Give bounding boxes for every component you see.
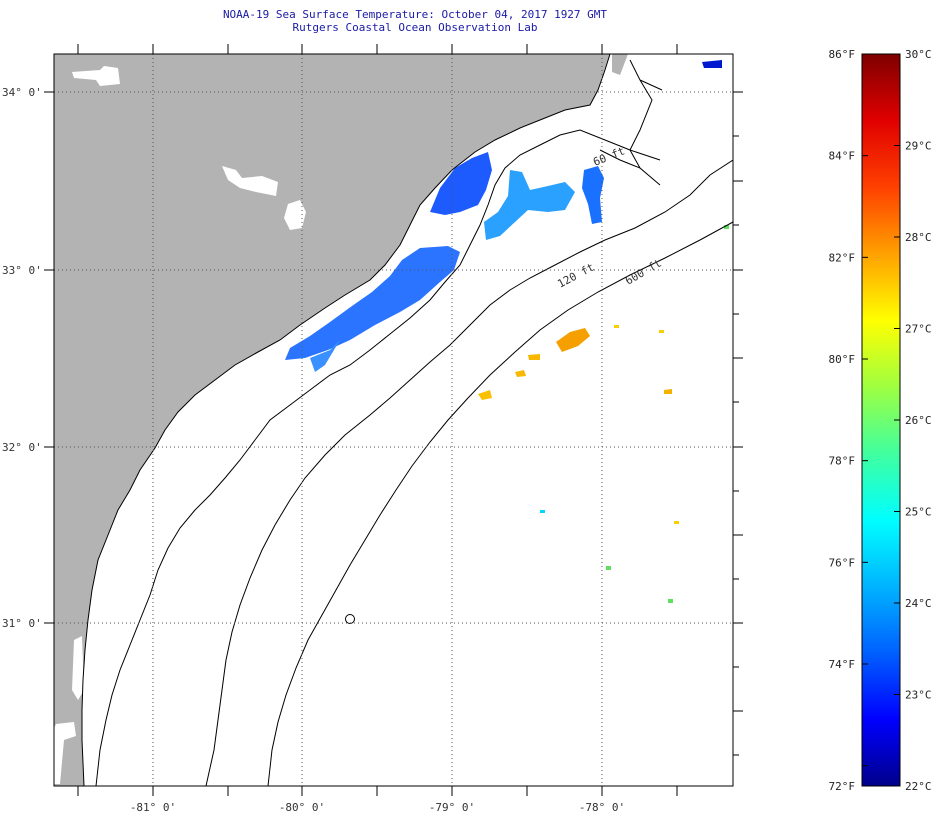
sst-patch-cool <box>310 340 340 372</box>
colorbar-label-c: 25°C <box>905 506 932 519</box>
contour-120ft <box>205 159 733 786</box>
cloud-patch <box>54 722 76 784</box>
coastline-inlet <box>599 59 663 186</box>
colorbar-label-f: 86°F <box>829 48 856 61</box>
cloud-patch <box>72 636 84 700</box>
sst-patch-warm <box>664 389 672 394</box>
lon-label: -81° 0' <box>130 801 176 814</box>
lon-label: -78° 0' <box>579 801 625 814</box>
sst-patch-mid <box>724 225 729 229</box>
colorbar-label-c: 29°C <box>905 140 932 153</box>
sst-patch-warm <box>614 325 619 328</box>
colorbar-label-c: 30°C <box>905 48 932 61</box>
lat-label: 32° 0' <box>2 441 42 454</box>
sst-patch-warm <box>478 390 492 400</box>
sst-patch-mid <box>668 599 673 603</box>
land-patch <box>612 54 628 75</box>
colorbar-label-f: 78°F <box>829 455 856 468</box>
lat-label: 33° 0' <box>2 264 42 277</box>
sst-patch-cool <box>582 166 604 224</box>
colorbar-label-c: 26°C <box>905 414 932 427</box>
colorbar-label-f: 72°F <box>829 780 856 793</box>
lon-label: -79° 0' <box>429 801 475 814</box>
colorbar-label-c: 23°C <box>905 689 932 702</box>
sst-patch-mid <box>606 566 611 570</box>
colorbar-label-f: 74°F <box>829 658 856 671</box>
lat-label: 34° 0' <box>2 86 42 99</box>
lat-label: 31° 0' <box>2 617 42 630</box>
sst-patch-warm <box>528 354 540 360</box>
sst-patch-warm <box>674 521 679 524</box>
sst-patch-warm <box>515 370 526 377</box>
colorbar-label-c: 24°C <box>905 597 932 610</box>
colorbar-label-c: 28°C <box>905 231 932 244</box>
colorbar-label-f: 76°F <box>829 556 856 569</box>
sst-patch-coldest <box>702 60 722 68</box>
colorbar-label-f: 80°F <box>829 353 856 366</box>
colorbar-label-f: 84°F <box>829 150 856 163</box>
sst-patch-warm <box>659 330 664 333</box>
land-mass <box>54 54 610 786</box>
contour-60ft <box>95 129 661 786</box>
axis-ticks <box>44 44 743 796</box>
colorbar-gradient <box>862 54 900 786</box>
sst-patch-warm <box>556 328 590 352</box>
contour-600ft <box>267 221 733 786</box>
colorbar-label-c: 27°C <box>905 323 932 336</box>
map-title: NOAA-19 Sea Surface Temperature: October… <box>222 8 608 21</box>
sst-patch-mid <box>484 170 575 240</box>
coastline <box>81 54 611 786</box>
lon-label: -80° 0' <box>279 801 325 814</box>
colorbar-label-c: 22°C <box>905 780 932 793</box>
colorbar-label-f: 82°F <box>829 251 856 264</box>
map-frame <box>53 53 734 787</box>
sst-patch-mid <box>540 510 545 513</box>
cloud-patch <box>222 166 278 196</box>
map-subtitle: Rutgers Coastal Ocean Observation Lab <box>292 21 538 34</box>
cloud-patch <box>72 66 120 86</box>
colorbar: 86°F 84°F 82°F 80°F 78°F 76°F 74°F 72°F 30°C 29°C… <box>829 48 932 793</box>
cloud-patch <box>284 200 306 230</box>
sst-patch-cool <box>430 152 492 215</box>
sst-patch-cool <box>285 246 460 360</box>
